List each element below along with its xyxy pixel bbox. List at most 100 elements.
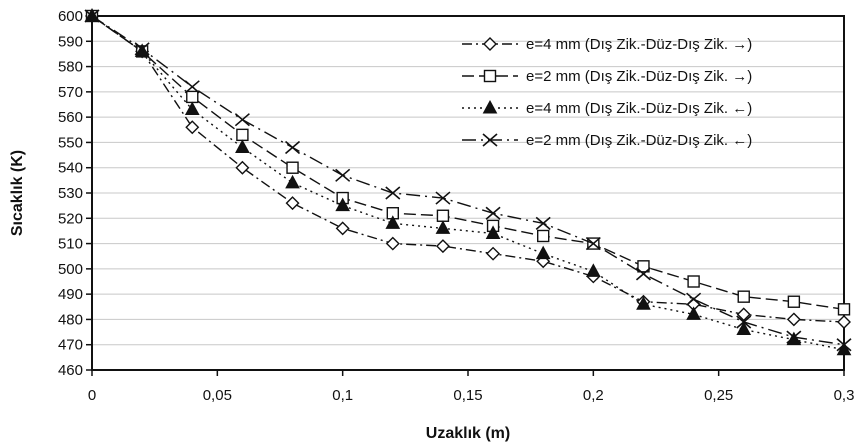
y-tick-label: 560 [58, 109, 83, 126]
y-axis-title: Sıcaklık (K) [9, 150, 26, 236]
data-point [837, 303, 851, 316]
data-point [285, 140, 301, 155]
data-point [385, 186, 401, 200]
data-point [134, 43, 150, 57]
legend-item: e=2 mm (Dış Zik.-Düz-Dış Zik. ←) [462, 132, 752, 149]
data-point [485, 225, 501, 239]
data-point [184, 101, 200, 116]
data-point [335, 221, 350, 236]
data-point [787, 295, 801, 308]
x-tick-label: 0,15 [453, 387, 482, 404]
data-point [736, 307, 751, 322]
data-point [736, 315, 752, 329]
y-tick-label: 580 [58, 59, 83, 76]
data-point [736, 321, 752, 336]
y-tick-label: 460 [58, 362, 83, 379]
y-axis-ticks: 460 470 480 490 500 510 520 530 540 550 560 570 580 5… [58, 8, 92, 379]
x-axis-ticks: 0 0,05 0,1 0,15 0,2 0,25 0,3 [88, 370, 855, 404]
data-point [84, 9, 100, 23]
data-point [435, 239, 450, 254]
series-line [91, 15, 845, 346]
data-point [585, 236, 601, 251]
x-tick-label: 0 [88, 387, 96, 404]
legend-marker [482, 99, 498, 114]
legend-marker [483, 37, 497, 51]
data-point [235, 139, 250, 153]
legend-label: e=2 mm (Dış Zik.-Düz-Dış Zik. ←) [526, 132, 752, 149]
x-axis-title: Uzaklık (m) [426, 425, 510, 442]
series-group [84, 7, 852, 356]
data-point [836, 341, 852, 356]
data-point [686, 292, 702, 306]
y-tick-label: 590 [58, 33, 83, 50]
data-point [436, 209, 450, 222]
y-tick-label: 550 [58, 134, 83, 151]
series-line [91, 15, 845, 311]
data-point [435, 220, 451, 234]
data-point [837, 314, 851, 329]
y-tick-label: 510 [58, 236, 83, 253]
data-point [786, 312, 801, 327]
legend-item: e=4 mm (Dış Zik.-Düz-Dış Zik. ←) [462, 99, 752, 117]
series-line [91, 15, 845, 323]
data-point [335, 168, 351, 182]
data-point [435, 191, 451, 205]
x-tick-label: 0,3 [834, 387, 855, 404]
y-tick-label: 600 [58, 8, 83, 25]
data-point [184, 80, 200, 94]
data-point [737, 290, 750, 303]
y-tick-label: 480 [58, 311, 83, 328]
data-point [234, 113, 250, 127]
data-point [535, 245, 551, 260]
y-tick-label: 500 [58, 261, 83, 278]
legend-marker [482, 133, 498, 147]
data-point [537, 229, 550, 243]
data-point [134, 42, 150, 56]
legend-label: e=4 mm (Dış Zik.-Düz-Dış Zik. ←) [526, 100, 752, 117]
series-3 [84, 7, 852, 356]
y-tick-label: 540 [58, 160, 83, 177]
y-tick-label: 570 [58, 84, 83, 101]
data-point [535, 216, 551, 230]
legend: e=4 mm (Dış Zik.-Düz-Dış Zik. →) e=2 mm (… [462, 36, 752, 149]
legend-item: e=4 mm (Dış Zik.-Düz-Dış Zik. →) [462, 36, 752, 53]
data-point [687, 275, 700, 288]
y-tick-label: 530 [58, 185, 83, 202]
x-tick-label: 0,25 [704, 387, 733, 404]
data-point [385, 236, 400, 251]
y-tick-label: 490 [58, 286, 83, 303]
data-point [686, 306, 701, 320]
data-point [236, 128, 249, 142]
x-tick-label: 0,1 [332, 387, 353, 404]
legend-item: e=2 mm (Dış Zik.-Düz-Dış Zik. →) [462, 68, 752, 85]
data-point [585, 263, 601, 277]
data-point [285, 174, 300, 189]
data-point [485, 206, 501, 220]
data-point [786, 331, 802, 346]
grid-lines [92, 40, 844, 346]
y-tick-label: 520 [58, 210, 83, 227]
data-point [235, 160, 250, 175]
data-point [335, 197, 351, 212]
data-point [836, 338, 852, 352]
data-point [385, 215, 401, 229]
data-point [637, 260, 650, 273]
legend-marker [483, 69, 497, 83]
y-tick-label: 470 [58, 337, 83, 354]
data-point [185, 120, 200, 135]
data-point [286, 161, 299, 174]
x-tick-label: 0,05 [203, 387, 232, 404]
series-1 [85, 9, 851, 329]
data-point [486, 246, 501, 261]
legend-label: e=2 mm (Dış Zik.-Düz-Dış Zik. →) [526, 68, 752, 85]
series-line [91, 15, 845, 351]
data-point [186, 90, 199, 104]
data-point [635, 267, 651, 281]
data-point [285, 196, 300, 211]
series-4 [84, 9, 852, 352]
data-point [786, 330, 802, 344]
data-point [636, 296, 651, 310]
plot-frame [91, 15, 845, 371]
x-tick-label: 0,2 [583, 387, 604, 404]
